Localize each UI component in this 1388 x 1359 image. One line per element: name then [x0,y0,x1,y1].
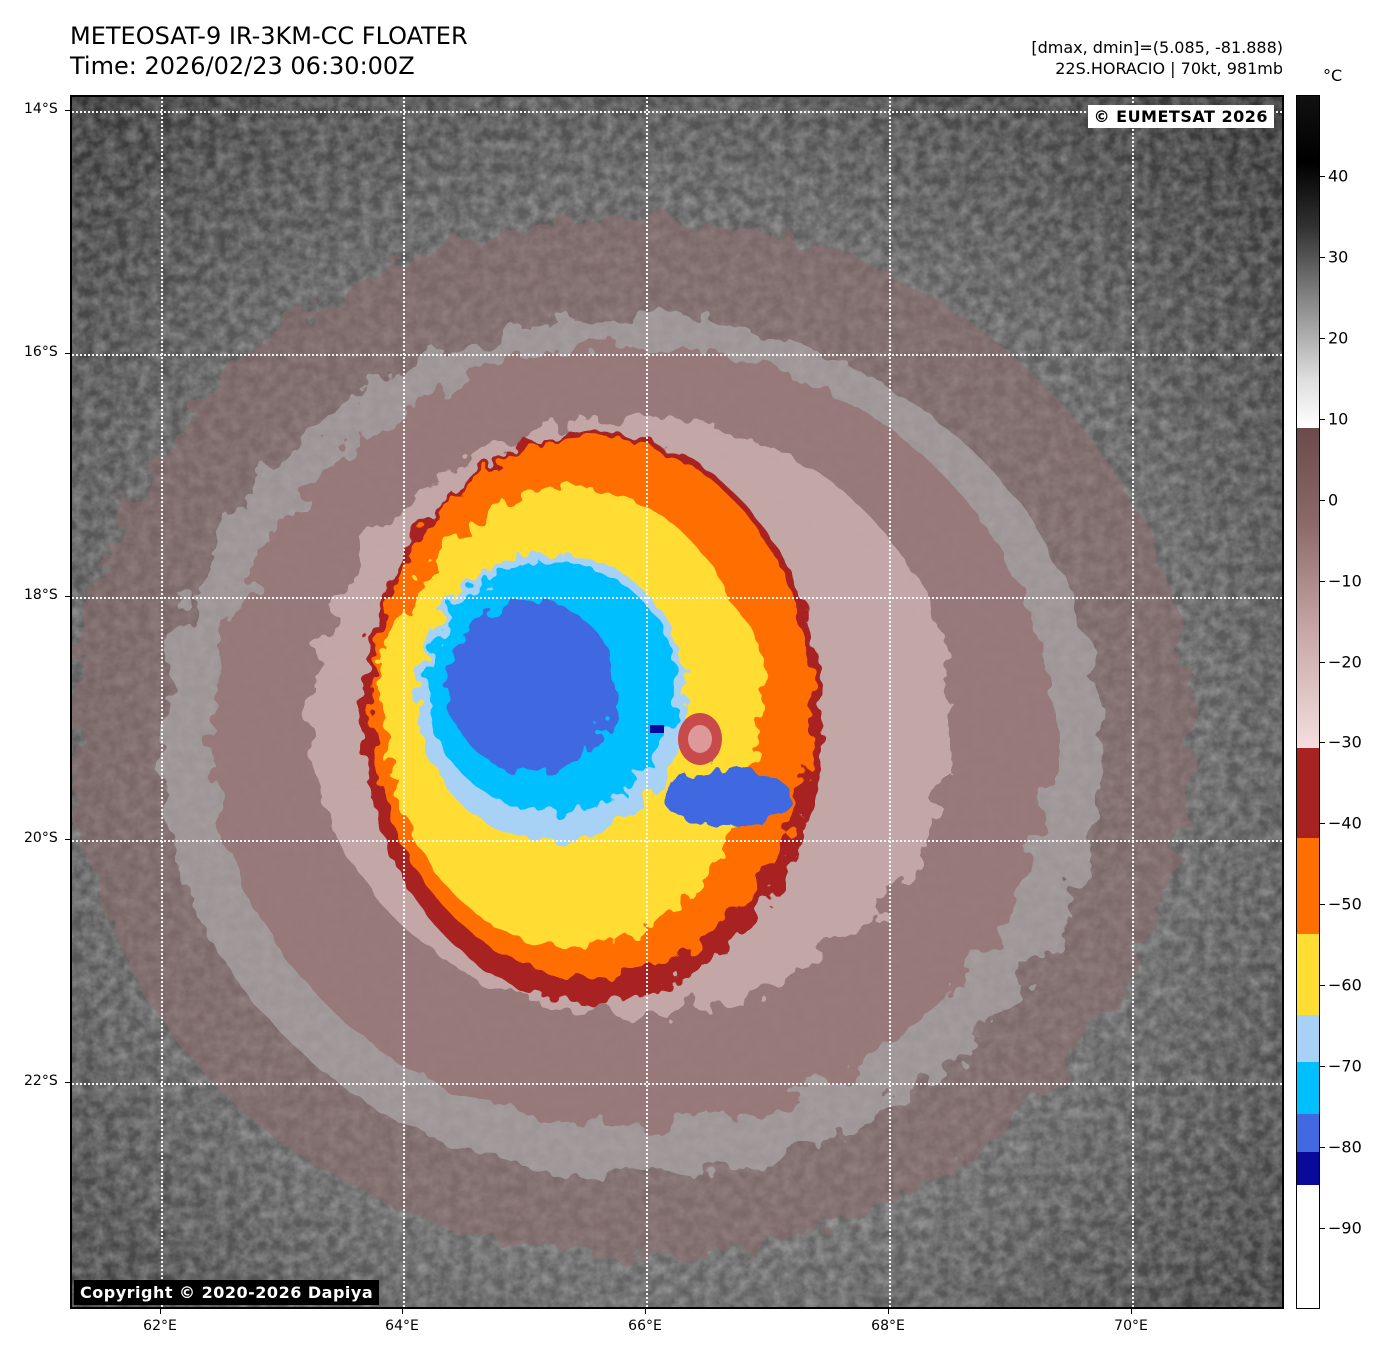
cb-label: 40 [1328,166,1349,186]
cb-label: −40 [1328,813,1362,833]
lat-label-16s: 16°S [24,344,58,360]
cb-tick [1320,661,1325,663]
cb-tick [1320,580,1325,582]
colorbar-unit: °C [1323,66,1343,85]
cb-tick [1320,985,1325,987]
dmax-dmin-readout: [dmax, dmin]=(5.085, -81.888) [1031,38,1283,57]
cb-seg-royal-blue [1297,1114,1319,1152]
timestamp: Time: 2026/02/23 06:30:00Z [70,52,415,80]
gridline-lon-66 [646,97,648,1307]
lon-label-66e: 66°E [628,1318,662,1334]
lon-tick [160,1309,161,1314]
gridline-lon-68 [889,97,891,1307]
cb-label: 30 [1328,247,1349,267]
lon-tick [1131,1309,1132,1314]
cb-tick [1320,823,1325,825]
cb-label: −80 [1328,1137,1362,1157]
cb-label: −70 [1328,1056,1362,1076]
cb-label: −90 [1328,1218,1362,1238]
lon-label-62e: 62°E [143,1318,177,1334]
gridline-lon-70 [1132,97,1134,1307]
gridline-lon-62 [161,97,163,1307]
cb-label: −10 [1328,571,1362,591]
lat-label-18s: 18°S [24,587,58,603]
cb-tick [1320,175,1325,177]
gridline-lat-16 [72,354,1282,356]
lon-label-70e: 70°E [1114,1318,1148,1334]
lat-tick [65,1082,70,1083]
cb-label: −30 [1328,732,1362,752]
cb-tick [1320,337,1325,339]
eumetsat-watermark: © EUMETSAT 2026 [1087,105,1274,128]
lon-tick [888,1309,889,1314]
gridline-lat-14 [72,111,1282,113]
lon-label-64e: 64°E [385,1318,419,1334]
cb-seg-pink [1297,428,1319,748]
cb-seg-warm-gray [1297,96,1319,428]
cb-tick [1320,256,1325,258]
cb-label: 0 [1328,490,1339,510]
cb-seg-navy [1297,1152,1319,1185]
gridline-lat-20 [72,840,1282,842]
gridline-lat-18 [72,597,1282,599]
cb-seg-orange [1297,838,1319,934]
cb-label: −50 [1328,894,1362,914]
cb-tick [1320,1228,1325,1230]
cb-tick [1320,1147,1325,1149]
lat-tick [65,110,70,111]
cb-tick [1320,499,1325,501]
lat-label-14s: 14°S [24,101,58,117]
lat-label-20s: 20°S [24,830,58,846]
lat-label-22s: 22°S [24,1073,58,1089]
lon-label-68e: 68°E [871,1318,905,1334]
cb-tick [1320,1066,1325,1068]
dapiya-watermark: Copyright © 2020-2026 Dapiya [74,1280,380,1305]
gridline-lon-64 [403,97,405,1307]
lon-tick [645,1309,646,1314]
cb-seg-cyan [1297,1062,1319,1114]
cb-seg-white [1297,1185,1319,1308]
product-title: METEOSAT-9 IR-3KM-CC FLOATER [70,22,468,50]
cb-label: 10 [1328,409,1349,429]
lon-tick [402,1309,403,1314]
lat-tick [65,353,70,354]
cb-seg-yellow [1297,934,1319,1015]
lat-tick [65,839,70,840]
gridline-lat-22 [72,1083,1282,1085]
cb-seg-light-blue [1297,1015,1319,1062]
lat-tick [65,596,70,597]
satellite-map: © EUMETSAT 2026 Copyright © 2020-2026 Da… [70,95,1284,1309]
cb-tick [1320,904,1325,906]
cb-tick [1320,742,1325,744]
cb-label: 20 [1328,328,1349,348]
cb-seg-dark-red [1297,748,1319,838]
ir-imagery [72,97,1282,1307]
cb-label: −20 [1328,652,1362,672]
cb-label: −60 [1328,975,1362,995]
colorbar [1296,95,1320,1309]
storm-info: 22S.HORACIO | 70kt, 981mb [1055,59,1283,78]
cb-tick [1320,418,1325,420]
